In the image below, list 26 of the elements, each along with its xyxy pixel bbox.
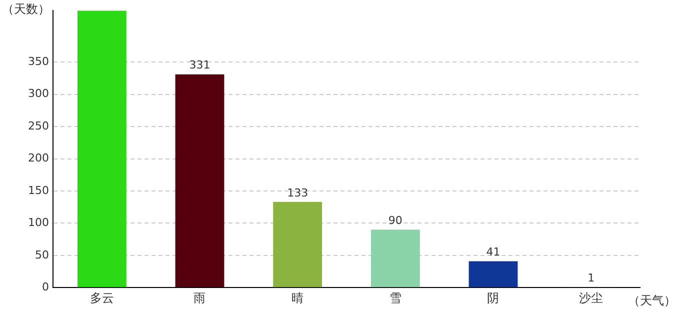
x-tick-label: 阴 xyxy=(487,290,500,305)
y-tick-label: 50 xyxy=(34,248,49,262)
data-label: 41 xyxy=(486,246,500,259)
bar xyxy=(77,10,126,288)
bar xyxy=(273,202,322,288)
y-tick-label: 250 xyxy=(28,119,49,132)
data-label: 133 xyxy=(287,186,308,200)
y-tick-label: 150 xyxy=(28,184,49,197)
y-tick-label: 350 xyxy=(28,54,49,68)
x-tick-label: 沙尘 xyxy=(579,290,604,305)
y-tick-label: 300 xyxy=(28,87,49,100)
x-tick-label: 雨 xyxy=(194,290,206,305)
x-tick-label: 晴 xyxy=(292,290,304,305)
y-tick-label: 200 xyxy=(28,152,49,165)
x-axis-title: （天气） xyxy=(628,294,676,308)
y-tick-label: 100 xyxy=(28,216,49,230)
y-axis-title: （天数） xyxy=(2,2,50,16)
bar xyxy=(370,230,420,288)
x-tick-label: 多云 xyxy=(90,290,114,305)
data-label: 331 xyxy=(189,58,210,72)
x-tick-label: 雪 xyxy=(389,290,402,305)
data-label: 1 xyxy=(588,271,595,284)
bar xyxy=(468,261,518,288)
y-tick-label: 0 xyxy=(42,280,49,294)
bar xyxy=(175,74,224,288)
data-label: 90 xyxy=(388,214,402,227)
